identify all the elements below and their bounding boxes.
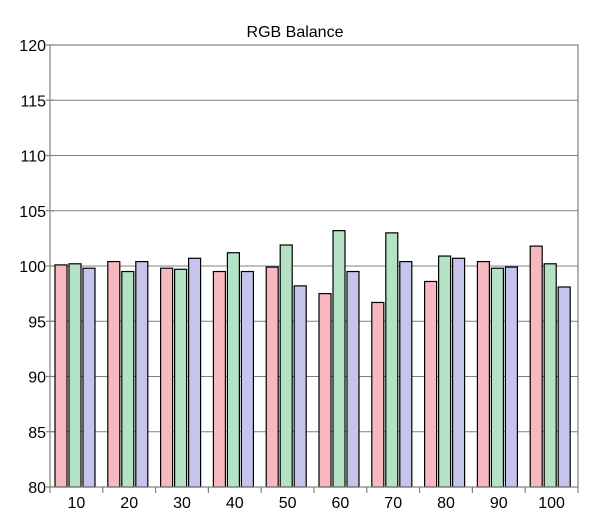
bar <box>557 286 571 488</box>
bar <box>68 263 82 488</box>
bar <box>529 245 543 488</box>
bar <box>226 252 240 488</box>
bar <box>424 280 438 488</box>
x-tick-labels: 10 20 30 40 50 60 70 80 90 100 <box>68 495 566 512</box>
bar <box>318 293 332 488</box>
bar <box>240 270 254 488</box>
bar <box>135 260 149 488</box>
bar <box>438 255 452 488</box>
x-tick-label: 30 <box>173 495 191 512</box>
bar <box>452 257 466 488</box>
x-tick-label: 20 <box>120 495 138 512</box>
x-tick-label: 100 <box>538 495 565 512</box>
bar <box>54 264 68 488</box>
bar <box>346 270 360 488</box>
bar <box>399 260 413 488</box>
bar <box>504 266 518 488</box>
bar <box>279 244 293 488</box>
x-tick-label: 40 <box>226 495 244 512</box>
y-tick-label: 80 <box>28 480 46 497</box>
bar <box>385 232 399 488</box>
bar <box>332 230 346 488</box>
bar <box>371 301 385 488</box>
x-tick-label: 70 <box>384 495 402 512</box>
bars <box>54 230 571 488</box>
bar <box>121 270 135 488</box>
y-tick-label: 100 <box>19 259 46 276</box>
y-tick-label: 90 <box>28 370 46 387</box>
bar <box>188 257 202 488</box>
bar <box>543 263 557 488</box>
y-tick-labels: 80 85 90 95 100 105 110 115 120 <box>19 38 46 497</box>
bar <box>174 268 188 488</box>
x-tick-label: 80 <box>437 495 455 512</box>
x-tick-label: 50 <box>279 495 297 512</box>
axes <box>46 44 579 493</box>
y-tick-label: 120 <box>19 38 46 55</box>
y-tick-label: 105 <box>19 204 46 221</box>
x-tick-label: 10 <box>68 495 86 512</box>
bar <box>82 267 96 488</box>
bar <box>107 260 121 488</box>
bar <box>490 267 504 488</box>
bar <box>476 260 490 488</box>
chart-title: RGB Balance <box>247 24 344 41</box>
y-tick-label: 85 <box>28 425 46 442</box>
x-tick-label: 90 <box>490 495 508 512</box>
bar <box>293 285 307 488</box>
x-tick-label: 60 <box>332 495 350 512</box>
y-tick-label: 115 <box>20 93 46 110</box>
y-tick-label: 110 <box>20 149 46 166</box>
bar <box>212 270 226 488</box>
bar <box>265 266 279 488</box>
bar <box>160 267 174 488</box>
y-tick-label: 95 <box>28 314 46 331</box>
